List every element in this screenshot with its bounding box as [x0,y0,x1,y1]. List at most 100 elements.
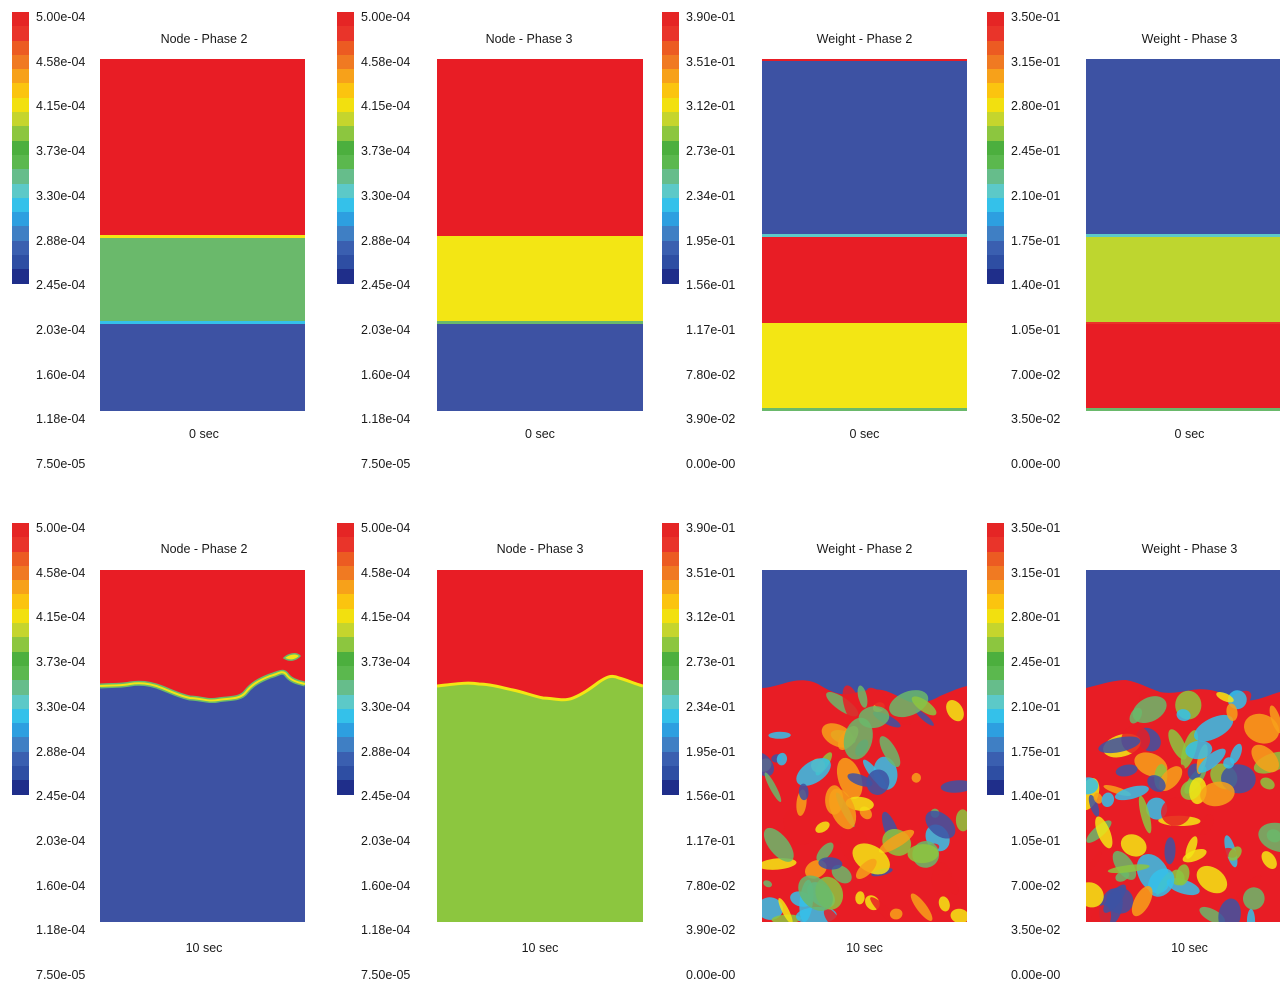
colorbar-tick-label: 1.75e-01 [1011,233,1061,248]
colorbar-swatch [337,608,354,624]
colorbar-swatch [337,751,354,767]
colorbar-tick-label: 3.30e-04 [361,188,411,203]
colorbar-swatch [337,183,354,198]
colorbar-tick-label: 2.73e-01 [686,655,736,670]
colorbar-swatch [337,97,354,113]
colorbar-tick-label: 1.05e-01 [1011,322,1061,337]
colorbar-swatch [12,623,29,638]
colorbar-swatch [987,780,1004,795]
colorbar-swatch [987,197,1004,213]
colorbar-swatch [662,580,679,595]
colorbar-swatch [12,665,29,681]
colorbar-swatch [12,154,29,170]
plot-title: Weight - Phase 2 [816,32,913,46]
colorbar-swatch [337,226,354,241]
colorbar-tick-label: 7.50e-05 [36,457,86,471]
contour-plot [100,570,305,922]
colorbar-swatch [337,269,354,284]
colorbar-legend [987,12,1004,284]
colorbar-swatch [987,240,1004,256]
colorbar-swatch [337,665,354,681]
contour-plot [762,570,967,922]
colorbar-tick-label: 1.56e-01 [686,789,736,804]
colorbar-tick-label: 2.80e-01 [1011,610,1061,625]
colorbar-swatch [12,126,29,141]
colorbar-tick-label: 2.73e-01 [686,144,736,159]
colorbar-swatch [337,523,354,538]
colorbar-swatch [662,608,679,624]
colorbar-tick-label: 3.73e-04 [36,655,86,670]
colorbar-swatch [662,537,679,552]
colorbar-swatch [337,723,354,738]
contour-plot [437,570,643,922]
colorbar-tick-label: 2.03e-04 [361,833,411,848]
time-label: 0 sec [525,427,555,441]
plot-title: Weight - Phase 3 [1141,32,1238,46]
colorbar-tick-label: 1.60e-04 [361,878,411,893]
colorbar-tick-label: 2.03e-04 [361,322,411,337]
colorbar-swatch [337,40,354,55]
colorbar-swatch [662,226,679,241]
colorbar-tick-label: 7.80e-02 [686,367,736,382]
colorbar-swatch [662,140,679,155]
colorbar-swatch [662,112,679,127]
colorbar-tick-label: 2.45e-04 [36,278,86,293]
colorbar-swatch [987,623,1004,638]
colorbar-tick-label: 3.90e-02 [686,412,736,427]
time-label: 0 sec [849,427,880,441]
colorbar-swatch [12,54,29,70]
colorbar-swatch [987,651,1004,666]
colorbar-tick-label: 3.12e-01 [686,610,736,625]
panel-node-phase3-t0: 5.00e-04 4.58e-04 4.15e-04 3.73e-04 3.30e-04… [325,0,650,489]
colorbar-swatch [662,523,679,538]
time-label: 10 sec [1171,941,1208,955]
colorbar-swatch [12,69,29,84]
panel-node-phase2-t10: 5.00e-04 4.58e-04 4.15e-04 3.73e-04 3.30e-04… [0,511,325,1000]
colorbar-swatch [337,565,354,581]
colorbar-swatch [987,637,1004,652]
colorbar-tick-label: 2.45e-01 [1011,655,1061,670]
contour-plot [762,59,967,411]
colorbar-swatch [987,551,1004,566]
colorbar-tick-label: 3.50e-02 [1011,923,1061,938]
colorbar-swatch [987,54,1004,70]
colorbar-tick-label: 4.15e-04 [36,610,86,625]
colorbar-swatch [337,83,354,98]
colorbar-tick-label: 1.95e-01 [686,744,736,759]
colorbar-tick-label: 0.00e-00 [1011,457,1061,471]
colorbar-swatch [987,608,1004,624]
colorbar-swatch [987,169,1004,184]
colorbar-swatch [987,665,1004,681]
colorbar-swatch [662,723,679,738]
colorbar-swatch [662,97,679,113]
colorbar-swatch [337,12,354,27]
colorbar-swatch [987,751,1004,767]
time-label: 0 sec [1174,427,1205,441]
colorbar-tick-label: 2.45e-04 [36,789,86,804]
colorbar-tick-label: 2.45e-04 [361,789,411,804]
colorbar-tick-label: 0.00e-00 [686,968,736,982]
colorbar-tick-label: 1.18e-04 [36,923,86,938]
colorbar-tick-label: 2.03e-04 [36,322,86,337]
colorbar-swatch [987,154,1004,170]
colorbar-swatch [662,54,679,70]
colorbar-swatch [662,680,679,695]
colorbar-tick-label: 4.58e-04 [36,54,86,69]
colorbar-swatch [337,594,354,609]
colorbar-swatch [662,665,679,681]
colorbar-tick-label: 3.51e-01 [686,54,736,69]
colorbar-tick-label: 1.60e-04 [36,367,86,382]
colorbar-swatch [12,140,29,155]
colorbar-swatch [337,54,354,70]
colorbar-tick-label: 2.80e-01 [1011,99,1061,114]
colorbar-tick-label: 3.51e-01 [686,565,736,580]
colorbar-swatch [987,537,1004,552]
colorbar-swatch [12,40,29,55]
contour-plot [1086,570,1280,922]
plot-title: Weight - Phase 3 [1141,542,1238,556]
colorbar-swatch [12,680,29,695]
colorbar-tick-label: 4.58e-04 [36,565,86,580]
colorbar-swatch [987,69,1004,84]
colorbar-swatch [337,551,354,566]
colorbar-swatch [662,40,679,55]
